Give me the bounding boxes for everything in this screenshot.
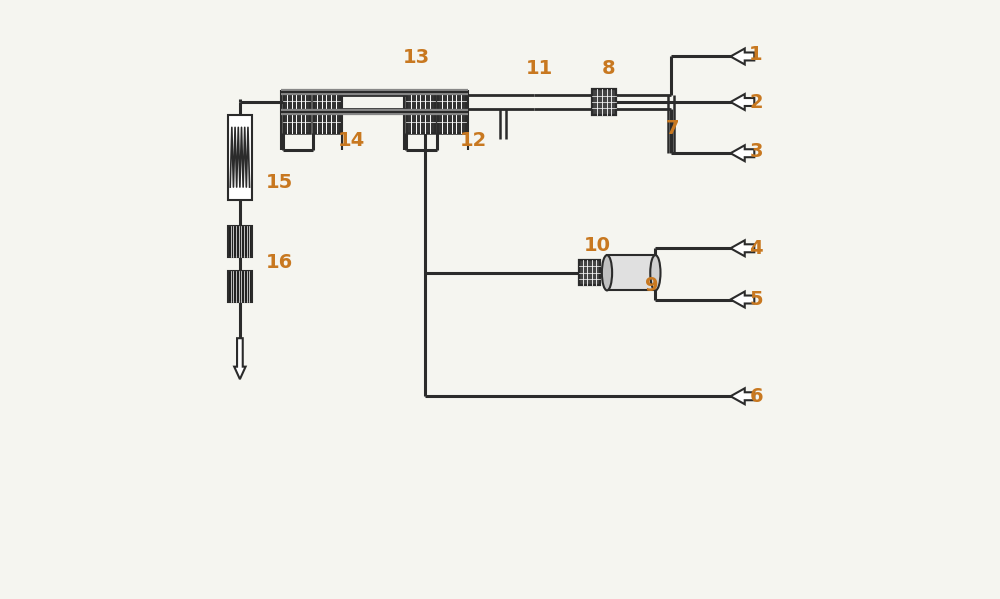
- Text: 10: 10: [584, 236, 611, 255]
- Bar: [607, 255, 655, 291]
- Polygon shape: [731, 49, 754, 65]
- Polygon shape: [731, 240, 754, 256]
- Text: 14: 14: [338, 131, 365, 150]
- Polygon shape: [731, 146, 754, 161]
- Bar: [437, 90, 466, 133]
- Ellipse shape: [650, 255, 661, 291]
- Text: 15: 15: [266, 173, 293, 192]
- Text: 6: 6: [749, 387, 763, 406]
- Bar: [228, 271, 252, 302]
- Ellipse shape: [602, 255, 612, 291]
- Text: 9: 9: [645, 276, 659, 295]
- Text: 3: 3: [749, 142, 763, 161]
- Bar: [406, 90, 435, 133]
- Text: 5: 5: [749, 290, 763, 309]
- Text: 16: 16: [266, 253, 293, 272]
- Text: 11: 11: [526, 59, 553, 78]
- Text: 7: 7: [666, 119, 680, 138]
- Text: 2: 2: [749, 92, 763, 111]
- Bar: [313, 90, 340, 133]
- Bar: [579, 260, 600, 285]
- Bar: [228, 225, 252, 257]
- Polygon shape: [731, 292, 754, 307]
- Text: 4: 4: [749, 239, 763, 258]
- Polygon shape: [731, 94, 754, 110]
- Polygon shape: [731, 388, 754, 404]
- Polygon shape: [234, 338, 246, 379]
- Bar: [283, 90, 310, 133]
- Bar: [592, 89, 616, 114]
- Text: 1: 1: [749, 46, 763, 64]
- Text: 8: 8: [601, 59, 615, 78]
- Bar: [228, 114, 252, 200]
- Text: 12: 12: [460, 131, 487, 150]
- Text: 13: 13: [403, 48, 430, 67]
